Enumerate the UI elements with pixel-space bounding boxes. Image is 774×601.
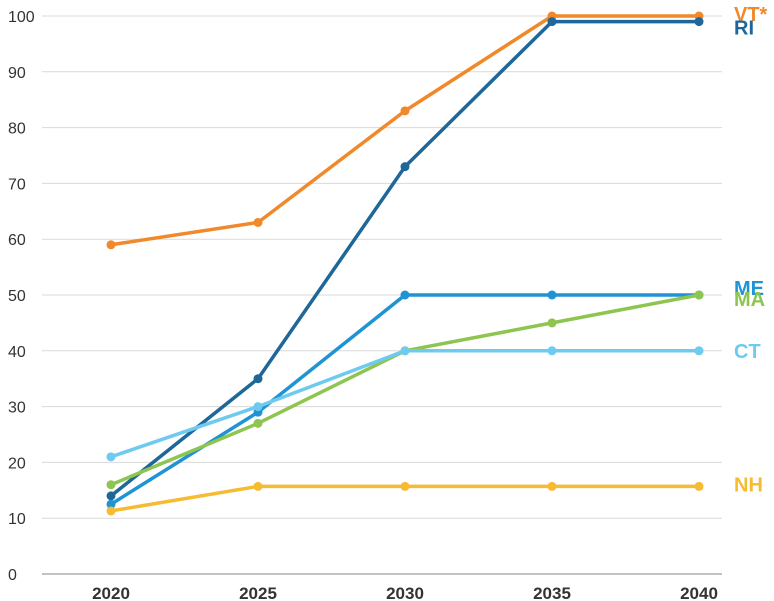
data-point [253,374,263,384]
x-tick-label: 2030 [386,584,424,601]
series-label: CT [734,341,761,363]
series-ct [106,346,704,462]
data-point [253,418,263,428]
y-tick-label: 20 [8,455,26,472]
x-tick-label: 2040 [680,584,718,601]
x-tick-label: 2035 [533,584,571,601]
data-point [400,481,410,491]
gridlines [42,15,722,519]
data-point [106,452,116,462]
data-point [106,506,116,516]
data-point [694,17,704,27]
data-point [106,240,116,250]
series-nh [106,481,704,516]
data-point [694,290,704,300]
data-point [400,346,410,356]
data-point [253,481,263,491]
data-point [253,402,263,412]
x-tick-label: 2020 [92,584,130,601]
series-vt [106,11,704,250]
y-tick-label: 60 [8,232,26,249]
data-point [694,346,704,356]
series-label: RI [734,18,754,40]
series-label: MA [734,289,765,311]
data-point [547,346,557,356]
data-point [106,480,116,490]
y-tick-label: 100 [8,9,35,26]
series-lines [106,11,704,516]
series-ma [106,290,704,490]
series-line [109,293,701,487]
series-label: ME [734,278,764,300]
y-tick-label: 80 [8,121,26,138]
series-ri [106,17,704,501]
data-point [106,491,116,501]
series-label: VT* [734,4,768,26]
series-label: NH [734,474,763,496]
data-point [400,162,410,172]
y-tick-label: 90 [8,65,26,82]
y-tick-label: 70 [8,176,26,193]
y-axis: 0 10 20 30 40 50 60 70 80 90 100 [8,9,35,584]
x-axis: 2020 2025 2030 2035 2040 [42,573,722,601]
data-point [106,499,116,509]
data-point [400,106,410,116]
y-tick-label: 0 [8,567,17,584]
data-point [547,481,557,491]
y-tick-label: 10 [8,511,26,528]
data-point [547,17,557,27]
series-line [109,293,701,506]
data-point [253,217,263,227]
series-line [109,19,701,498]
y-tick-label: 50 [8,288,26,305]
y-tick-label: 40 [8,344,26,361]
data-point [547,290,557,300]
y-tick-label: 30 [8,400,26,417]
series-line [109,14,701,247]
x-tick-label: 2025 [239,584,277,601]
data-point [547,318,557,328]
data-point [400,290,410,300]
series-me [106,290,704,509]
data-point [694,481,704,491]
series-line [109,349,701,459]
